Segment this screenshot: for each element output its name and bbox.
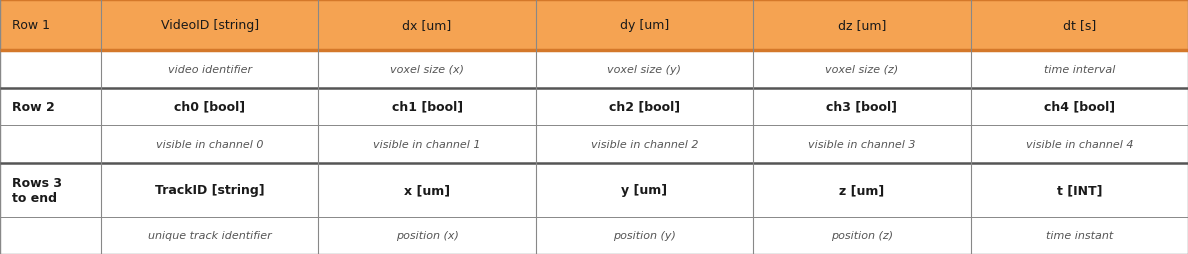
Bar [101, 163, 318, 217]
Bar [101, 0, 318, 51]
Bar [536, 163, 753, 217]
Text: time interval: time interval [1043, 65, 1116, 75]
Text: position (x): position (x) [396, 230, 459, 240]
Text: visible in channel 4: visible in channel 4 [1025, 139, 1133, 149]
Bar [753, 0, 971, 51]
Bar [318, 0, 536, 51]
Bar [536, 51, 753, 88]
Bar [536, 0, 753, 51]
Text: time instant: time instant [1045, 230, 1113, 240]
Text: y [um]: y [um] [621, 183, 668, 196]
Bar [536, 88, 753, 126]
Text: dz [um]: dz [um] [838, 19, 886, 32]
Text: voxel size (z): voxel size (z) [826, 65, 898, 75]
Bar [0, 88, 101, 126]
Bar [318, 163, 536, 217]
Bar [971, 51, 1188, 88]
Bar [0, 163, 101, 217]
Text: dx [um]: dx [um] [403, 19, 451, 32]
Text: ch2 [bool]: ch2 [bool] [609, 101, 680, 114]
Text: dt [s]: dt [s] [1063, 19, 1095, 32]
Text: ch4 [bool]: ch4 [bool] [1044, 101, 1114, 114]
Bar [0, 217, 101, 254]
Bar [971, 88, 1188, 126]
Text: z [um]: z [um] [839, 183, 885, 196]
Bar [753, 51, 971, 88]
Bar [318, 126, 536, 163]
Text: visible in channel 1: visible in channel 1 [373, 139, 481, 149]
Bar [753, 217, 971, 254]
Bar [101, 51, 318, 88]
Text: voxel size (y): voxel size (y) [607, 65, 682, 75]
Text: visible in channel 0: visible in channel 0 [156, 139, 264, 149]
Text: position (y): position (y) [613, 230, 676, 240]
Bar [971, 0, 1188, 51]
Bar [753, 126, 971, 163]
Text: voxel size (x): voxel size (x) [390, 65, 465, 75]
Bar [318, 217, 536, 254]
Text: ch3 [bool]: ch3 [bool] [827, 101, 897, 114]
Text: position (z): position (z) [830, 230, 893, 240]
Bar [101, 88, 318, 126]
Bar [971, 163, 1188, 217]
Bar [536, 217, 753, 254]
Bar [753, 163, 971, 217]
Bar [0, 51, 101, 88]
Bar [971, 217, 1188, 254]
Text: visible in channel 2: visible in channel 2 [590, 139, 699, 149]
Bar [536, 126, 753, 163]
Text: t [INT]: t [INT] [1056, 183, 1102, 196]
Text: ch0 [bool]: ch0 [bool] [175, 101, 245, 114]
Bar [0, 0, 101, 51]
Text: Row 2: Row 2 [12, 101, 55, 114]
Text: x [um]: x [um] [404, 183, 450, 196]
Text: Row 1: Row 1 [12, 19, 50, 32]
Text: video identifier: video identifier [168, 65, 252, 75]
Bar [101, 126, 318, 163]
Text: dy [um]: dy [um] [620, 19, 669, 32]
Text: unique track identifier: unique track identifier [147, 230, 272, 240]
Text: Rows 3
to end: Rows 3 to end [12, 176, 62, 204]
Bar [753, 88, 971, 126]
Text: visible in channel 3: visible in channel 3 [808, 139, 916, 149]
Bar [0, 126, 101, 163]
Bar [971, 126, 1188, 163]
Text: VideoID [string]: VideoID [string] [160, 19, 259, 32]
Bar [318, 51, 536, 88]
Text: ch1 [bool]: ch1 [bool] [392, 101, 462, 114]
Bar [101, 217, 318, 254]
Bar [318, 88, 536, 126]
Text: TrackID [string]: TrackID [string] [154, 183, 265, 196]
